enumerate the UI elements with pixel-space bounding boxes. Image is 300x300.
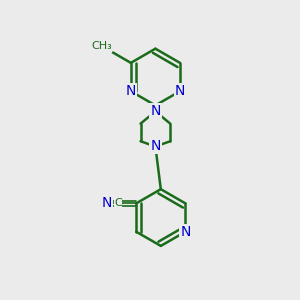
Text: N: N [180,225,190,239]
Text: N: N [150,140,161,154]
Text: CH₃: CH₃ [91,41,112,51]
Text: N: N [126,84,136,98]
Text: N: N [150,104,161,118]
Text: N: N [101,196,112,210]
Text: N: N [175,84,185,98]
Text: C: C [114,198,122,208]
